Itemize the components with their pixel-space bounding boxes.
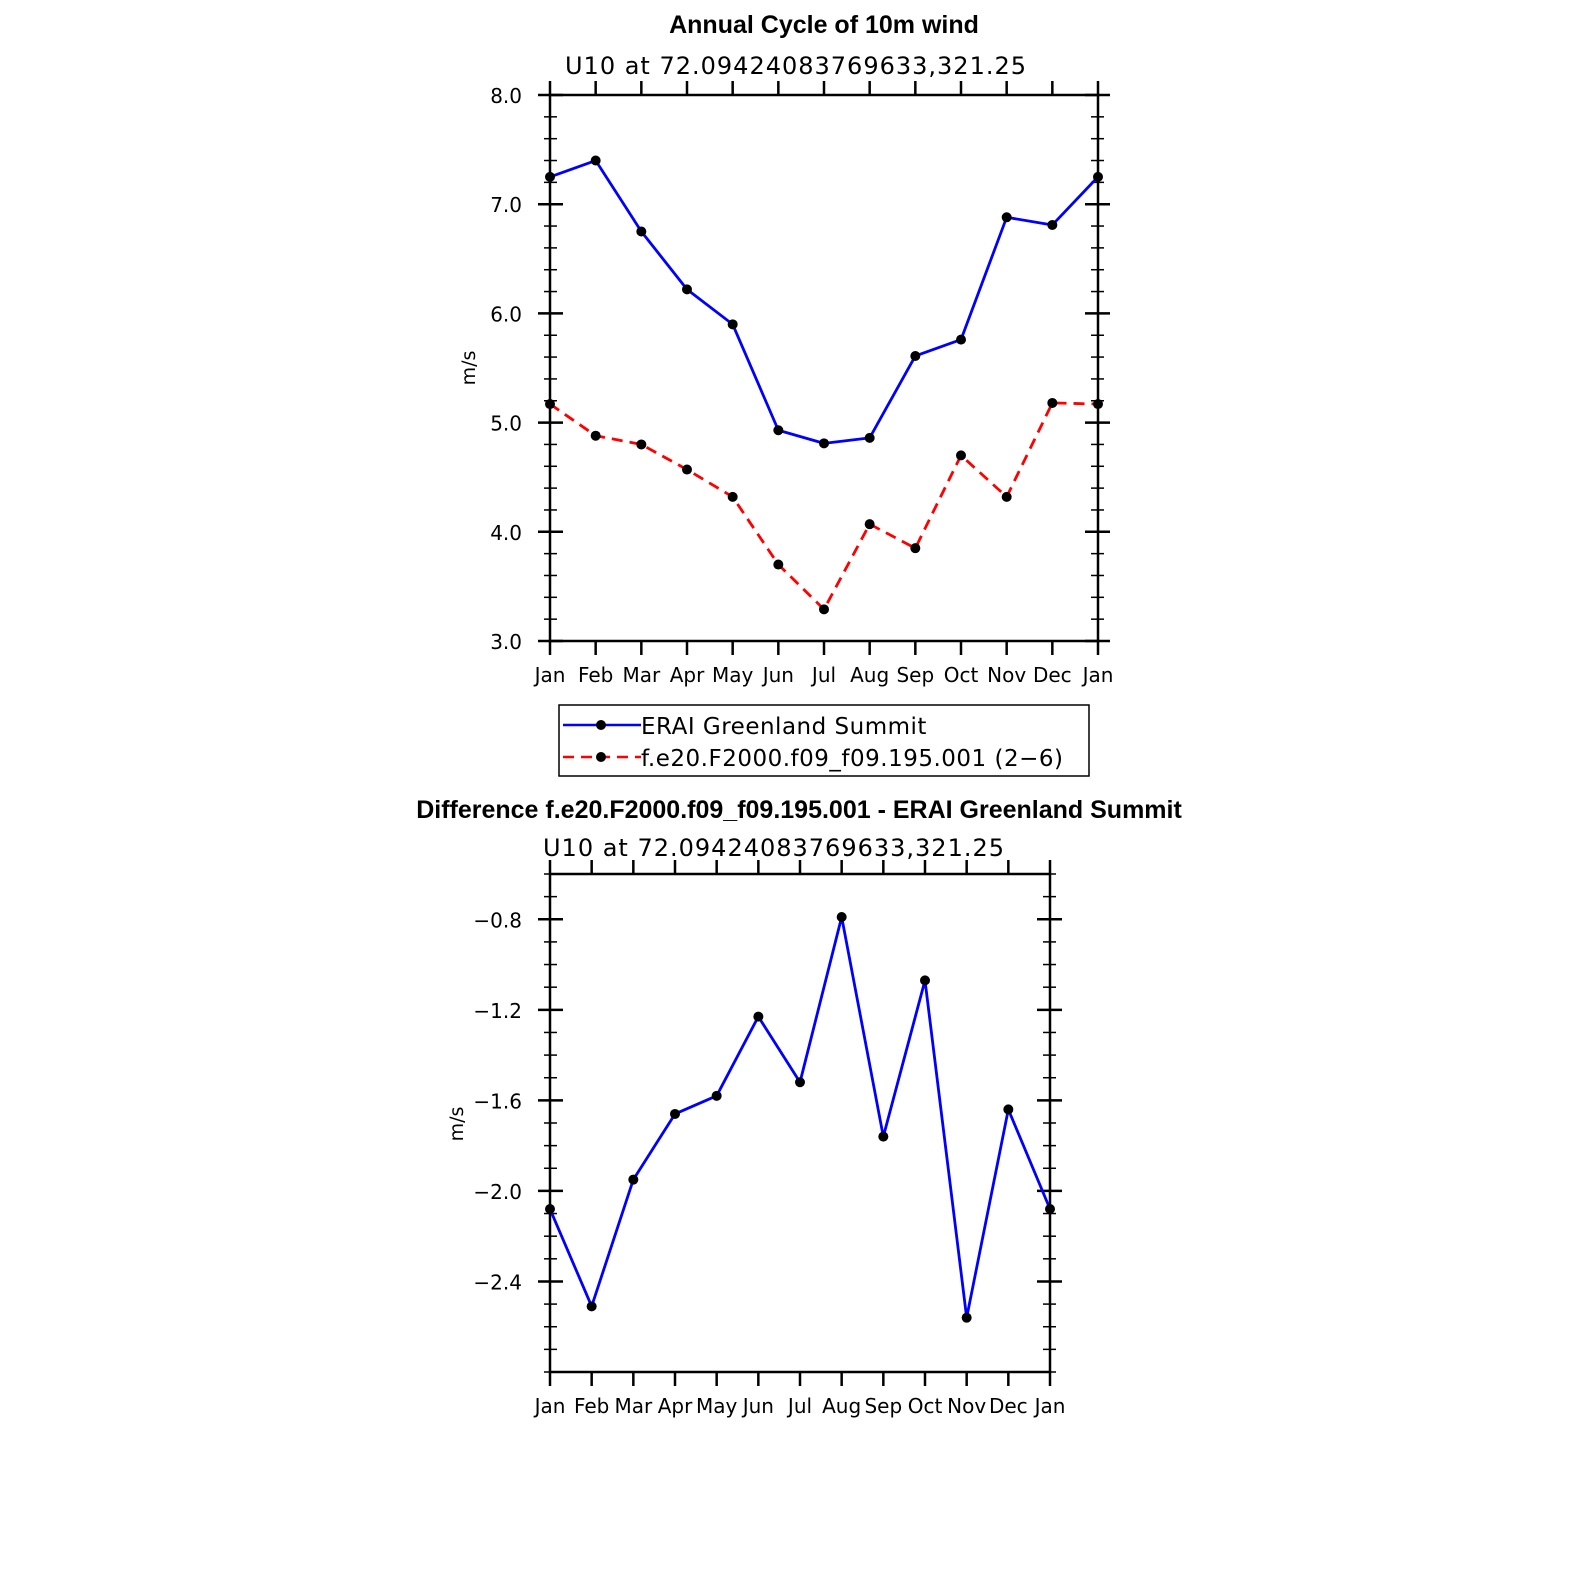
y-tick-label: 3.0 bbox=[490, 630, 522, 654]
data-point bbox=[773, 559, 784, 570]
chart-title: Difference f.e20.F2000.f09_f09.195.001 -… bbox=[416, 796, 1182, 824]
y-axis-label: m/s bbox=[458, 351, 480, 386]
x-tick-label: Oct bbox=[944, 663, 979, 687]
data-point bbox=[819, 604, 829, 615]
data-point bbox=[636, 226, 647, 237]
data-point bbox=[910, 350, 921, 361]
y-tick-label: 6.0 bbox=[490, 302, 522, 326]
y-tick-label: −1.2 bbox=[473, 999, 522, 1023]
x-tick-label: Jan bbox=[1081, 663, 1114, 687]
data-point bbox=[920, 975, 930, 986]
x-tick-label: Dec bbox=[1033, 663, 1072, 687]
data-point bbox=[1047, 397, 1058, 408]
x-tick-label: May bbox=[712, 663, 754, 687]
annual-cycle-chart: Annual Cycle of 10m wind U10 at 72.09424… bbox=[458, 11, 1114, 777]
data-point bbox=[819, 438, 829, 449]
data-point bbox=[1001, 212, 1012, 223]
x-tick-label: Jun bbox=[741, 1394, 774, 1418]
data-point bbox=[727, 491, 738, 502]
legend-label-erai: ERAI Greenland Summit bbox=[641, 714, 927, 740]
x-tick-label: Aug bbox=[822, 1394, 861, 1418]
data-point bbox=[1001, 491, 1012, 502]
data-point bbox=[753, 1011, 764, 1022]
legend-marker-erai bbox=[596, 720, 606, 730]
data-point bbox=[590, 155, 601, 166]
y-tick-label: −0.8 bbox=[473, 908, 522, 932]
x-tick-label: Jul bbox=[810, 663, 836, 687]
series-line-0 bbox=[548, 915, 1052, 1320]
series-line-0 bbox=[549, 159, 1100, 445]
y-tick-label: −1.6 bbox=[473, 1089, 522, 1113]
y-tick-label: 7.0 bbox=[490, 193, 522, 217]
data-point bbox=[586, 1301, 597, 1312]
x-tick-label: Jan bbox=[1033, 1394, 1066, 1418]
plot-frame bbox=[548, 872, 1052, 1374]
x-tick-label: Feb bbox=[578, 663, 613, 687]
legend-label-model: f.e20.F2000.f09_f09.195.001 (2−6) bbox=[641, 746, 1063, 772]
x-tick-label: Oct bbox=[908, 1394, 943, 1418]
y-tick-label: −2.4 bbox=[473, 1270, 522, 1294]
chart-title: Annual Cycle of 10m wind bbox=[669, 11, 979, 39]
x-tick-label: Jan bbox=[533, 1394, 566, 1418]
chart-subtitle: U10 at 72.09424083769633,321.25 bbox=[565, 52, 1027, 80]
plot-frame bbox=[548, 93, 1100, 643]
data-point bbox=[727, 319, 738, 330]
data-point bbox=[961, 1312, 972, 1323]
x-tick-label: Feb bbox=[574, 1394, 609, 1418]
y-tick-label: 8.0 bbox=[490, 84, 522, 108]
data-point bbox=[836, 912, 847, 923]
difference-chart: Difference f.e20.F2000.f09_f09.195.001 -… bbox=[416, 796, 1182, 1418]
data-point bbox=[956, 450, 966, 461]
data-point bbox=[670, 1108, 680, 1119]
data-point bbox=[590, 430, 601, 441]
data-point bbox=[956, 334, 966, 345]
x-tick-label: Aug bbox=[850, 663, 889, 687]
legend-marker-model bbox=[596, 752, 606, 762]
data-point bbox=[795, 1077, 805, 1088]
x-tick-label: Apr bbox=[670, 663, 705, 687]
data-point bbox=[711, 1090, 722, 1101]
legend: ERAI Greenland Summit f.e20.F2000.f09_f0… bbox=[558, 704, 1090, 777]
x-tick-label: Mar bbox=[614, 1394, 653, 1418]
x-tick-label: Sep bbox=[864, 1394, 902, 1418]
y-tick-label: 5.0 bbox=[490, 412, 522, 436]
data-point bbox=[1003, 1104, 1014, 1115]
x-tick-label: Jan bbox=[533, 663, 566, 687]
data-point bbox=[682, 464, 692, 475]
data-point bbox=[682, 284, 692, 295]
x-tick-label: May bbox=[696, 1394, 738, 1418]
data-point bbox=[910, 543, 921, 554]
y-tick-label: 4.0 bbox=[490, 521, 522, 545]
x-tick-label: Nov bbox=[947, 1394, 986, 1418]
data-point bbox=[628, 1174, 639, 1185]
data-point bbox=[864, 519, 875, 530]
data-point bbox=[636, 439, 647, 450]
y-tick-label: −2.0 bbox=[473, 1180, 522, 1204]
x-tick-label: Jun bbox=[761, 663, 794, 687]
x-tick-label: Dec bbox=[989, 1394, 1028, 1418]
series-line-1 bbox=[549, 401, 1099, 611]
x-tick-label: Mar bbox=[622, 663, 661, 687]
data-point bbox=[878, 1131, 889, 1142]
data-point bbox=[1047, 219, 1058, 230]
y-axis-label: m/s bbox=[446, 1107, 468, 1142]
x-tick-label: Jul bbox=[786, 1394, 812, 1418]
data-point bbox=[864, 432, 875, 443]
x-tick-label: Apr bbox=[658, 1394, 693, 1418]
legend-box bbox=[558, 704, 1090, 777]
chart-subtitle: U10 at 72.09424083769633,321.25 bbox=[543, 834, 1005, 862]
data-point bbox=[773, 425, 784, 436]
x-tick-label: Sep bbox=[896, 663, 934, 687]
x-tick-label: Nov bbox=[987, 663, 1026, 687]
